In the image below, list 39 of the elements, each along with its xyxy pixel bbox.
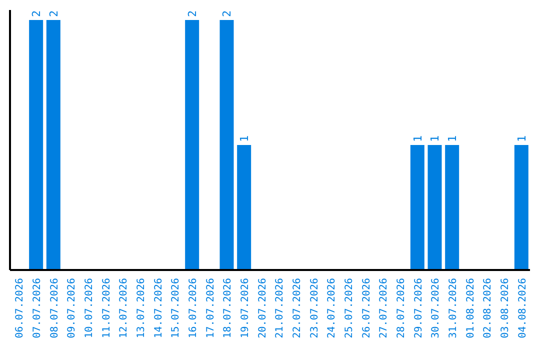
data-label: 2	[220, 10, 234, 17]
x-tick-label: 01.08.2026	[465, 278, 476, 338]
x-tick-label: 23.07.2026	[309, 278, 320, 338]
x-tick-label: 21.07.2026	[274, 278, 286, 338]
x-tick-label: 16.07.2026	[188, 278, 199, 338]
data-label: 2	[47, 10, 60, 17]
data-label: 2	[186, 10, 200, 17]
x-tick-label: 03.08.2026	[500, 278, 511, 338]
x-tick-label: 14.07.2026	[153, 278, 164, 338]
data-label: 1	[238, 135, 252, 142]
data-label: 1	[446, 135, 460, 142]
x-tick-label: 31.07.2026	[448, 278, 459, 338]
x-tick-label: 28.07.2026	[396, 278, 407, 338]
x-tick-label: 12.07.2026	[118, 278, 130, 338]
x-tick-label: 06.07.2026	[14, 278, 26, 338]
x-tick-label: 10.07.2026	[84, 278, 95, 338]
x-tick-label: 08.07.2026	[49, 278, 60, 338]
x-tick-label: 22.07.2026	[292, 278, 303, 338]
data-label: 2	[30, 10, 44, 17]
x-tick-label: 07.07.2026	[32, 278, 43, 338]
x-tick-label: 27.07.2026	[378, 278, 390, 338]
x-tick-label: 15.07.2026	[170, 278, 182, 338]
x-tick-label: 09.07.2026	[66, 278, 78, 338]
x-tick-label: 26.07.2026	[361, 278, 372, 338]
x-tick-label: 19.07.2026	[240, 278, 251, 338]
x-tick-label: 02.08.2026	[482, 278, 494, 338]
x-tick-label: 13.07.2026	[136, 278, 147, 338]
data-label: 1	[515, 135, 528, 142]
x-tick-label: 25.07.2026	[344, 278, 355, 338]
x-tick-label: 30.07.2026	[430, 278, 442, 338]
data-label: 1	[428, 135, 442, 142]
x-tick-label: 20.07.2026	[257, 278, 268, 338]
x-tick-label: 11.07.2026	[101, 278, 112, 338]
x-tick-label: 18.07.2026	[222, 278, 234, 338]
x-tick-label: 04.08.2026	[517, 278, 528, 338]
x-tick-label: 24.07.2026	[326, 278, 338, 338]
data-label: 1	[411, 135, 424, 142]
x-tick-label: 29.07.2026	[413, 278, 424, 338]
x-tick-label: 17.07.2026	[205, 278, 216, 338]
